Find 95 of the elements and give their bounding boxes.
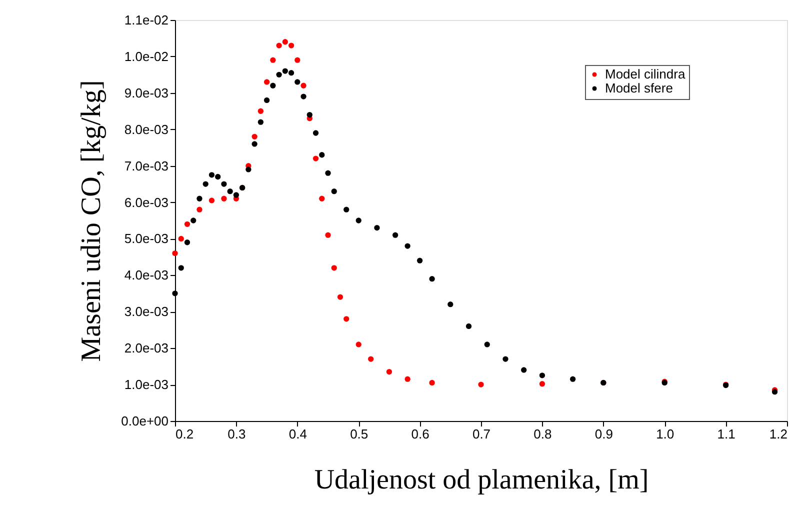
x-tick-label: 1.2 xyxy=(769,426,788,442)
point xyxy=(258,119,264,125)
point xyxy=(178,265,184,271)
point xyxy=(221,196,227,202)
y-tick-label: 1.0e-02 xyxy=(124,48,168,64)
point xyxy=(215,174,221,180)
x-tick-label: 0.5 xyxy=(350,426,368,442)
point xyxy=(312,156,319,162)
point xyxy=(276,72,282,78)
point xyxy=(190,218,196,224)
point xyxy=(294,79,300,85)
point xyxy=(172,250,178,256)
point xyxy=(392,232,398,238)
point xyxy=(208,172,215,178)
y-tick-label: 4.0e-03 xyxy=(124,268,168,283)
point xyxy=(448,302,454,308)
x-tick-label: 1.1 xyxy=(717,426,736,442)
y-tick-label: 1.0e-03 xyxy=(124,377,168,392)
point xyxy=(344,206,350,212)
point xyxy=(282,39,288,45)
point xyxy=(264,97,270,104)
point xyxy=(227,188,233,194)
point xyxy=(312,130,319,136)
point xyxy=(270,57,276,63)
point xyxy=(429,276,435,282)
x-tick-label: 0.8 xyxy=(534,426,552,442)
y-tick-label: 0.0e+00 xyxy=(121,414,168,428)
point xyxy=(178,236,184,242)
point xyxy=(429,380,435,386)
point xyxy=(344,316,350,322)
x-tick-label: 0.6 xyxy=(411,426,430,442)
point xyxy=(258,108,264,114)
point xyxy=(331,188,337,194)
y-tick-label: 6.0e-03 xyxy=(124,194,168,210)
point xyxy=(331,265,337,271)
point xyxy=(288,70,294,76)
point xyxy=(252,141,258,147)
y-tick-label: 3.0e-03 xyxy=(124,304,168,320)
y-tick-label: 5.0e-03 xyxy=(124,231,168,246)
point xyxy=(539,380,546,387)
point xyxy=(202,181,208,187)
point xyxy=(356,218,362,224)
y-axis-title: Maseni udio CO, [kg/kg] xyxy=(76,80,108,362)
point xyxy=(356,342,362,348)
point xyxy=(502,356,508,362)
y-tick-label: 9.0e-03 xyxy=(124,85,168,100)
point xyxy=(319,196,325,202)
point xyxy=(282,68,288,74)
legend-label: Model cilindra xyxy=(605,66,686,82)
point xyxy=(570,376,576,382)
point xyxy=(294,57,300,63)
point xyxy=(404,243,410,249)
y-tick-label: 7.0e-03 xyxy=(124,158,168,174)
point xyxy=(539,372,546,378)
point xyxy=(484,342,490,348)
point xyxy=(264,79,270,85)
point xyxy=(319,152,325,158)
point xyxy=(208,198,215,204)
point xyxy=(270,82,276,88)
x-tick-label: 0.9 xyxy=(594,426,613,442)
point xyxy=(404,376,410,382)
point xyxy=(325,170,331,176)
point xyxy=(386,368,392,375)
point xyxy=(478,382,484,388)
point xyxy=(172,290,178,296)
point xyxy=(184,221,190,227)
point xyxy=(184,240,190,246)
point xyxy=(300,94,306,100)
point xyxy=(196,196,202,202)
point xyxy=(246,166,252,172)
x-tick-label: 0.7 xyxy=(472,426,491,442)
point xyxy=(416,258,423,264)
x-tick-label: 0.2 xyxy=(176,426,194,442)
point xyxy=(466,323,472,330)
x-tick-label: 0.4 xyxy=(288,426,307,442)
point xyxy=(521,367,527,373)
point xyxy=(252,134,258,140)
y-tick-label: 1.1e-02 xyxy=(124,12,168,28)
point xyxy=(374,224,380,231)
point xyxy=(196,206,202,212)
x-tick-label: 0.3 xyxy=(228,426,246,442)
point xyxy=(300,82,306,88)
point xyxy=(306,112,312,118)
x-tick-label: 1.0 xyxy=(656,426,674,442)
point xyxy=(325,232,331,238)
point xyxy=(276,42,282,48)
point xyxy=(368,356,374,362)
x-axis-title: Udaljenost od plamenika, [m] xyxy=(314,464,649,496)
y-tick-label: 8.0e-03 xyxy=(124,122,168,137)
point xyxy=(221,181,227,187)
point xyxy=(337,294,344,300)
point xyxy=(233,192,240,198)
legend-label: Model sfere xyxy=(605,80,673,96)
point xyxy=(288,42,294,48)
y-tick-label: 2.0e-03 xyxy=(124,340,168,356)
